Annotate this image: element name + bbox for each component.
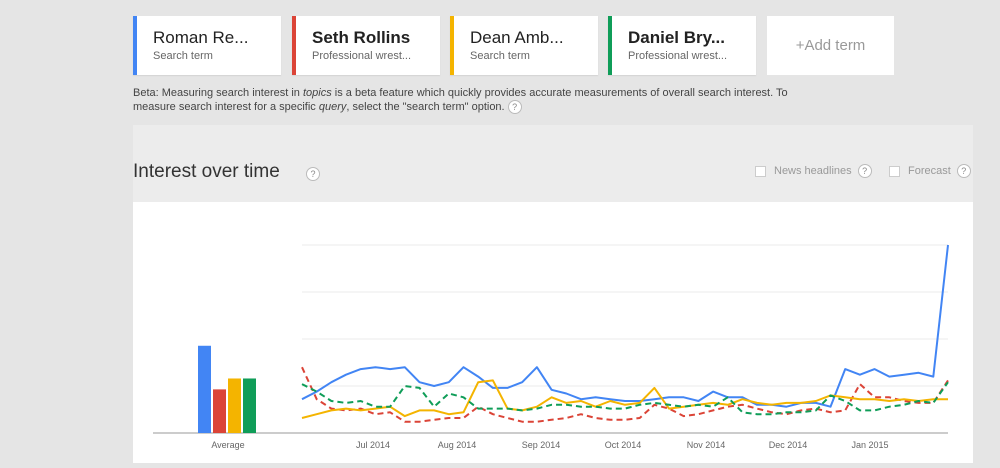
- series-line: [301, 244, 949, 408]
- beta-note: Beta: Measuring search interest in topic…: [133, 87, 788, 115]
- news-headlines-label: News headlines: [774, 165, 852, 177]
- term-name: Daniel Bry...: [628, 28, 725, 47]
- term-name: Roman Re...: [153, 28, 249, 47]
- term-name: Dean Amb...: [470, 28, 564, 47]
- x-tick-label: Dec 2014: [769, 440, 808, 450]
- interest-chart: Average Jul 2014 Aug 2014 Sep 2014 Oct 2014…: [153, 244, 949, 450]
- average-bar: [213, 389, 226, 433]
- term-type: Professional wrest...: [628, 50, 728, 62]
- series-line: [301, 381, 949, 416]
- term-card-3[interactable]: Dean Amb... Search term: [450, 16, 598, 75]
- forecast-label: Forecast: [908, 165, 951, 177]
- help-icon[interactable]: ?: [857, 164, 872, 178]
- term-type: Search term: [470, 50, 530, 62]
- series-line: [301, 379, 948, 419]
- term-name: Seth Rollins: [312, 28, 411, 47]
- average-bar: [243, 378, 256, 433]
- term-type: Professional wrest...: [312, 50, 412, 62]
- term-card-4[interactable]: Daniel Bry... Professional wrest...: [608, 16, 756, 75]
- series-line: [301, 366, 949, 423]
- help-icon[interactable]: ?: [507, 100, 522, 115]
- add-term-button[interactable]: +Add term: [767, 16, 894, 75]
- average-bar: [228, 378, 241, 433]
- term-card-2[interactable]: Seth Rollins Professional wrest...: [292, 16, 440, 75]
- forecast-option[interactable]: Forecast ?: [889, 164, 971, 178]
- x-tick-label: Jul 2014: [356, 440, 390, 450]
- help-icon[interactable]: ?: [306, 167, 320, 181]
- term-type: Search term: [153, 50, 213, 62]
- help-icon[interactable]: ?: [956, 164, 971, 178]
- news-headlines-checkbox[interactable]: [755, 165, 766, 177]
- section-title: Interest over time: [133, 161, 280, 182]
- forecast-checkbox[interactable]: [889, 165, 900, 177]
- news-headlines-option[interactable]: News headlines ?: [755, 164, 872, 178]
- average-bar: [198, 345, 211, 433]
- chart-card: Average Jul 2014 Aug 2014 Sep 2014 Oct 2014…: [133, 202, 973, 463]
- x-tick-label: Nov 2014: [687, 440, 726, 450]
- average-label: Average: [211, 440, 244, 450]
- x-tick-label: Sep 2014: [522, 440, 561, 450]
- x-tick-label: Jan 2015: [851, 440, 888, 450]
- term-card-1[interactable]: Roman Re... Search term: [133, 16, 281, 75]
- x-tick-label: Oct 2014: [605, 440, 642, 450]
- x-tick-label: Aug 2014: [438, 440, 477, 450]
